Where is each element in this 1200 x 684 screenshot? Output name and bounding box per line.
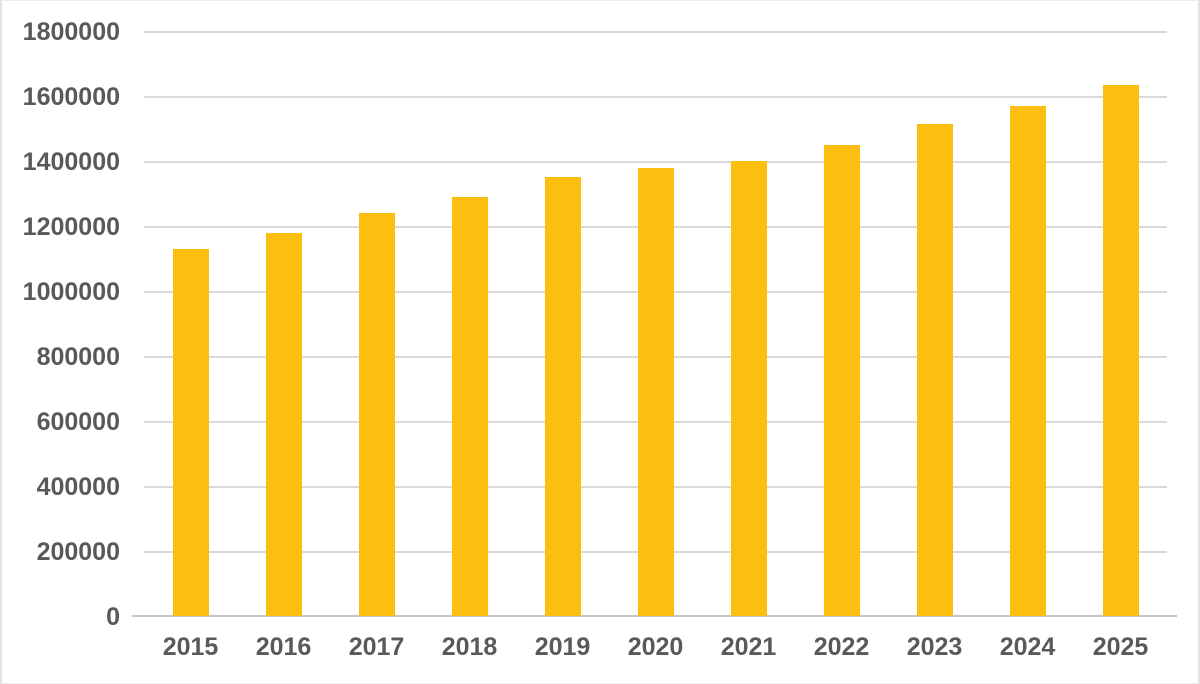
y-tick-label: 1600000 — [22, 83, 120, 111]
bar-2023 — [916, 123, 953, 616]
bar-2016 — [265, 232, 302, 616]
bar-slot — [981, 31, 1074, 616]
bar-2022 — [823, 144, 860, 616]
bar-slot — [1074, 31, 1167, 616]
x-tick-label-2023: 2023 — [906, 633, 963, 661]
bar-slot — [144, 31, 237, 616]
gridline — [144, 31, 1167, 33]
x-tick-label-2021: 2021 — [720, 633, 777, 661]
x-tick-label-2024: 2024 — [999, 633, 1056, 661]
bar-slot — [795, 31, 888, 616]
gridline — [144, 96, 1167, 98]
plot-area — [144, 31, 1167, 616]
bar-slot — [423, 31, 516, 616]
y-tick-label: 1400000 — [22, 148, 120, 176]
bar-2019 — [544, 177, 581, 616]
bar-2020 — [637, 167, 674, 616]
bar-2025 — [1102, 84, 1139, 616]
gridline — [144, 161, 1167, 163]
x-axis-labels: 2015 2016 2017 2018 2019 2020 2021 2022 2023 2024… — [144, 633, 1167, 662]
bar-slot — [609, 31, 702, 616]
y-tick-label: 200000 — [36, 538, 120, 566]
bar-slot — [330, 31, 423, 616]
x-tick-label-2020: 2020 — [627, 633, 684, 661]
x-tick-label-2025: 2025 — [1092, 633, 1149, 661]
bars — [144, 31, 1167, 616]
y-tick-label: 1200000 — [22, 213, 120, 241]
y-tick-label: 600000 — [36, 408, 120, 436]
y-tick-label: 1800000 — [22, 18, 120, 46]
x-tick-label-2022: 2022 — [813, 633, 870, 661]
x-axis-line — [132, 615, 1177, 617]
x-tick-label-2016: 2016 — [255, 633, 312, 661]
y-tick-label: 1000000 — [22, 278, 120, 306]
y-axis-labels: 1800000 1600000 1400000 1200000 1000000 80000… — [2, 1, 120, 683]
bar-2021 — [730, 161, 767, 616]
y-tick-label: 800000 — [36, 343, 120, 371]
bar-2024 — [1009, 105, 1046, 616]
y-tick-label: 0 — [106, 603, 120, 631]
x-tick-label-2015: 2015 — [162, 633, 219, 661]
bar-slot — [237, 31, 330, 616]
y-tick-label: 400000 — [36, 473, 120, 501]
x-tick-label-2017: 2017 — [348, 633, 405, 661]
bar-2015 — [172, 248, 209, 616]
x-tick-label-2018: 2018 — [441, 633, 498, 661]
bar-2018 — [451, 196, 488, 616]
x-tick-label-2019: 2019 — [534, 633, 591, 661]
bar-slot — [702, 31, 795, 616]
bar-slot — [888, 31, 981, 616]
bar-2017 — [358, 213, 395, 616]
bar-slot — [516, 31, 609, 616]
